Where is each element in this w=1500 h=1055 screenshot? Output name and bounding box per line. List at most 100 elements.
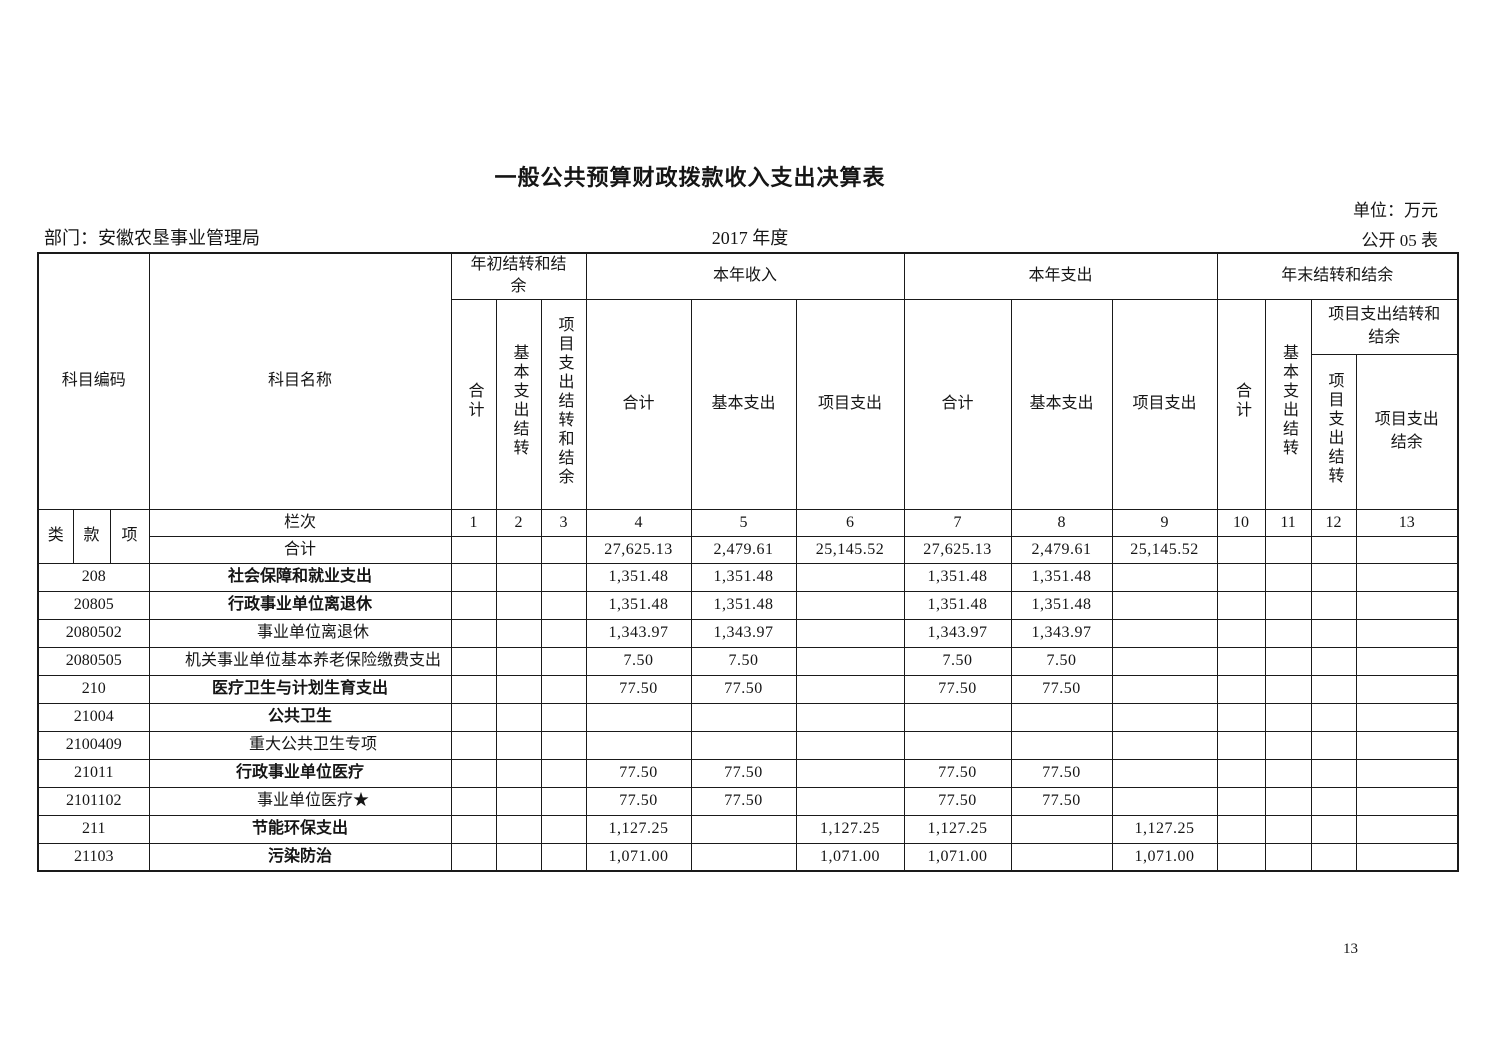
value-cell <box>495 562 542 592</box>
grand-total-value-cell: 27,625.13 <box>903 535 1012 564</box>
value-cell: 1,071.00 <box>903 842 1012 872</box>
value-cell <box>1216 674 1266 704</box>
value-cell <box>1355 702 1459 732</box>
income-project-header: 项目支出 <box>795 298 905 510</box>
value-cell: 1,071.00 <box>585 842 692 872</box>
value-cell <box>450 814 497 844</box>
table-row: 21011 行政事业单位医疗 77.50 77.50 77.50 77.50 <box>37 758 1459 788</box>
value-cell <box>450 590 497 620</box>
value-cell <box>450 646 497 676</box>
group-begin-balance-header: 年初结转和结余 <box>450 252 587 300</box>
income-total-header: 合计 <box>585 298 692 510</box>
column-number-cell: 1 <box>450 508 497 537</box>
subject-code-cell: 21103 <box>37 842 150 872</box>
value-cell <box>1264 842 1312 872</box>
value-cell <box>450 702 497 732</box>
value-cell <box>585 730 692 760</box>
value-cell <box>495 730 542 760</box>
value-cell <box>540 814 587 844</box>
grand-total-value-cell: 25,145.52 <box>1111 535 1218 564</box>
value-cell <box>1111 646 1218 676</box>
value-cell <box>1310 702 1357 732</box>
column-number-cell: 3 <box>540 508 587 537</box>
value-cell <box>450 758 497 788</box>
subject-name-cell: 节能环保支出 <box>148 814 452 844</box>
value-cell <box>540 646 587 676</box>
value-cell <box>1111 562 1218 592</box>
grand-total-value-cell: 27,625.13 <box>585 535 692 564</box>
value-cell <box>1264 674 1312 704</box>
value-cell <box>1264 562 1312 592</box>
section-header: 款 <box>72 508 111 564</box>
value-cell <box>1264 786 1312 816</box>
value-cell <box>1355 842 1459 872</box>
value-cell: 1,343.97 <box>903 618 1012 648</box>
value-cell <box>495 786 542 816</box>
column-number-cell: 8 <box>1010 508 1113 537</box>
value-cell <box>1310 562 1357 592</box>
value-cell: 1,343.97 <box>690 618 797 648</box>
value-cell <box>1264 590 1312 620</box>
value-cell: 1,127.25 <box>903 814 1012 844</box>
value-cell <box>795 562 905 592</box>
value-cell: 1,343.97 <box>1010 618 1113 648</box>
value-cell: 1,127.25 <box>1111 814 1218 844</box>
column-number-cell: 9 <box>1111 508 1218 537</box>
begin-total-label: 合计 <box>465 382 483 421</box>
value-cell: 77.50 <box>690 786 797 816</box>
expense-project-header: 项目支出 <box>1111 298 1218 510</box>
income-basic-header: 基本支出 <box>690 298 797 510</box>
value-cell <box>1310 590 1357 620</box>
value-cell: 77.50 <box>585 674 692 704</box>
subject-name-cell: 社会保障和就业支出 <box>148 562 452 592</box>
value-cell <box>1216 730 1266 760</box>
value-cell: 7.50 <box>1010 646 1113 676</box>
value-cell <box>1216 758 1266 788</box>
column-number-cell: 5 <box>690 508 797 537</box>
grand-total-label-cell: 合计 <box>148 535 452 564</box>
value-cell <box>1310 730 1357 760</box>
value-cell <box>795 618 905 648</box>
value-cell <box>795 786 905 816</box>
value-cell <box>903 702 1012 732</box>
value-cell <box>690 730 797 760</box>
value-cell <box>690 814 797 844</box>
grand-total-value-cell: 2,479.61 <box>690 535 797 564</box>
value-cell: 1,071.00 <box>795 842 905 872</box>
subject-code-cell: 21011 <box>37 758 150 788</box>
subject-name-cell: 机关事业单位基本养老保险缴费支出 <box>148 646 452 676</box>
value-cell <box>690 842 797 872</box>
end-total-header: 合计 <box>1216 298 1266 510</box>
group-begin-balance-label: 年初结转和结余 <box>470 256 567 296</box>
table-row: 21103 污染防治 1,071.00 1,071.00 1,071.00 1,071.0… <box>37 842 1459 872</box>
value-cell <box>795 646 905 676</box>
subject-code-cell: 20805 <box>37 590 150 620</box>
subject-name-cell: 公共卫生 <box>148 702 452 732</box>
value-cell: 1,127.25 <box>585 814 692 844</box>
end-basic-carryover-label: 基本支出结转 <box>1280 344 1298 459</box>
table-row: 20805 行政事业单位离退休 1,351.48 1,351.48 1,351.48 1,… <box>37 590 1459 620</box>
table-row: 208 社会保障和就业支出 1,351.48 1,351.48 1,351.48 1,35… <box>37 562 1459 592</box>
value-cell <box>1264 730 1312 760</box>
column-number-cell: 7 <box>903 508 1012 537</box>
subject-name-cell: 污染防治 <box>148 842 452 872</box>
subject-name-cell: 医疗卫生与计划生育支出 <box>148 674 452 704</box>
value-cell <box>795 674 905 704</box>
subject-code-cell: 2080502 <box>37 618 150 648</box>
grand-total-value-cell <box>1264 535 1312 564</box>
grand-total-row: 合计 27,625.13 2,479.61 25,145.52 27,625.13 2,… <box>38 535 1459 564</box>
value-cell <box>1216 842 1266 872</box>
subject-name-cell: 行政事业单位医疗 <box>148 758 452 788</box>
end-total-label: 合计 <box>1233 382 1251 421</box>
column-number-cell: 2 <box>495 508 542 537</box>
end-project-group-header: 项目支出结转和结余 <box>1310 298 1459 355</box>
value-cell: 1,127.25 <box>795 814 905 844</box>
value-cell: 77.50 <box>1010 674 1113 704</box>
value-cell <box>540 842 587 872</box>
column-number-cell: 6 <box>795 508 905 537</box>
value-cell: 1,351.48 <box>1010 590 1113 620</box>
grand-total-value-cell <box>1216 535 1266 564</box>
value-cell <box>450 842 497 872</box>
value-cell: 1,351.48 <box>1010 562 1113 592</box>
end-project-carryover-label: 项目支出结转 <box>1325 371 1343 486</box>
